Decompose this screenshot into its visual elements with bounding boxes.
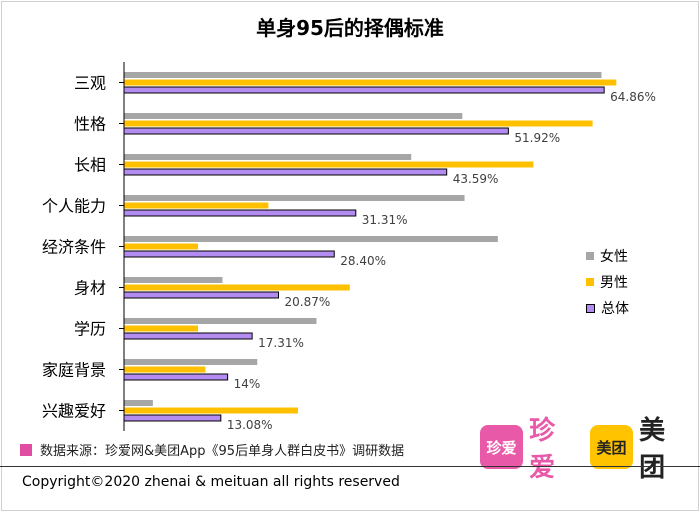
category-label: 个人能力: [42, 197, 106, 216]
meituan-wordmark: 美团: [639, 416, 666, 483]
bar-overall: [123, 291, 280, 299]
brand-logos: 珍爱 珍爱 美团 美团: [480, 410, 700, 484]
data-label: 28.40%: [340, 254, 386, 268]
bar-overall: [123, 250, 335, 258]
category-label: 家庭背景: [42, 361, 106, 380]
data-label: 20.87%: [285, 295, 331, 309]
bar-female: [124, 359, 258, 365]
legend-item-overall: 总体: [586, 295, 629, 321]
data-label: 64.86%: [610, 90, 656, 104]
data-source: 数据来源：珍爱网&美团App《95后单身人群白皮书》调研数据: [20, 440, 404, 459]
data-label: 17.31%: [258, 336, 304, 350]
data-label: 43.59%: [453, 172, 499, 186]
category-label: 性格: [74, 115, 106, 134]
legend-swatch-overall: [586, 303, 595, 313]
legend-swatch-female: [586, 252, 594, 260]
legend-label-overall: 总体: [601, 301, 629, 317]
data-label: 13.08%: [227, 418, 273, 432]
bar-overall: [123, 332, 253, 340]
bar-male: [124, 202, 269, 209]
bar-female: [124, 72, 602, 78]
bar-female: [124, 236, 498, 242]
category-label: 学历: [74, 320, 106, 339]
category-label: 长相: [74, 156, 106, 175]
footer-divider: [0, 466, 700, 467]
bar-overall: [123, 373, 229, 381]
bar-chart: 三观 64.86% 性格 51.92% 长相 43.59% 个人能力 31.31% 经济条件 28…: [42, 62, 656, 432]
category-label: 三观: [74, 74, 106, 93]
bar-overall: [123, 127, 509, 135]
bar-male: [124, 79, 617, 86]
data-label: 51.92%: [514, 131, 560, 145]
bar-male: [124, 161, 534, 168]
bar-male: [124, 243, 199, 250]
data-label: 14%: [234, 377, 261, 391]
bar-female: [124, 318, 317, 324]
legend: 女性 男性 总体: [586, 243, 629, 321]
category-label: 经济条件: [42, 238, 106, 257]
bar-female: [124, 113, 463, 119]
legend-label-female: 女性: [600, 249, 628, 265]
source-marker-icon: [20, 443, 32, 456]
category-label: 身材: [74, 279, 106, 298]
zhenai-logo-icon: 珍爱: [480, 425, 524, 469]
meituan-logo-icon: 美团: [590, 425, 634, 469]
copyright-text: Copyright©2020 zhenai & meituan all righ…: [22, 474, 400, 490]
bar-overall: [123, 414, 222, 422]
category-label: 兴趣爱好: [42, 402, 106, 421]
bar-overall: [123, 86, 605, 94]
bar-overall: [123, 209, 357, 217]
legend-item-male: 男性: [586, 269, 629, 295]
bar-male: [124, 407, 298, 414]
bar-female: [124, 154, 412, 160]
bar-male: [124, 284, 350, 291]
chart-title: 单身95后的择偶标准: [256, 16, 444, 40]
bar-male: [124, 366, 206, 373]
legend-label-male: 男性: [600, 275, 628, 291]
bar-female: [124, 277, 223, 283]
legend-swatch-male: [586, 278, 594, 286]
zhenai-wordmark: 珍爱: [529, 416, 556, 483]
bar-female: [124, 400, 153, 406]
source-text: 数据来源：珍爱网&美团App《95后单身人群白皮书》调研数据: [40, 444, 405, 459]
bar-male: [124, 120, 593, 127]
legend-item-female: 女性: [586, 243, 629, 269]
bar-male: [124, 325, 199, 332]
bar-female: [124, 195, 465, 201]
data-label: 31.31%: [362, 213, 408, 227]
bar-overall: [123, 168, 448, 176]
